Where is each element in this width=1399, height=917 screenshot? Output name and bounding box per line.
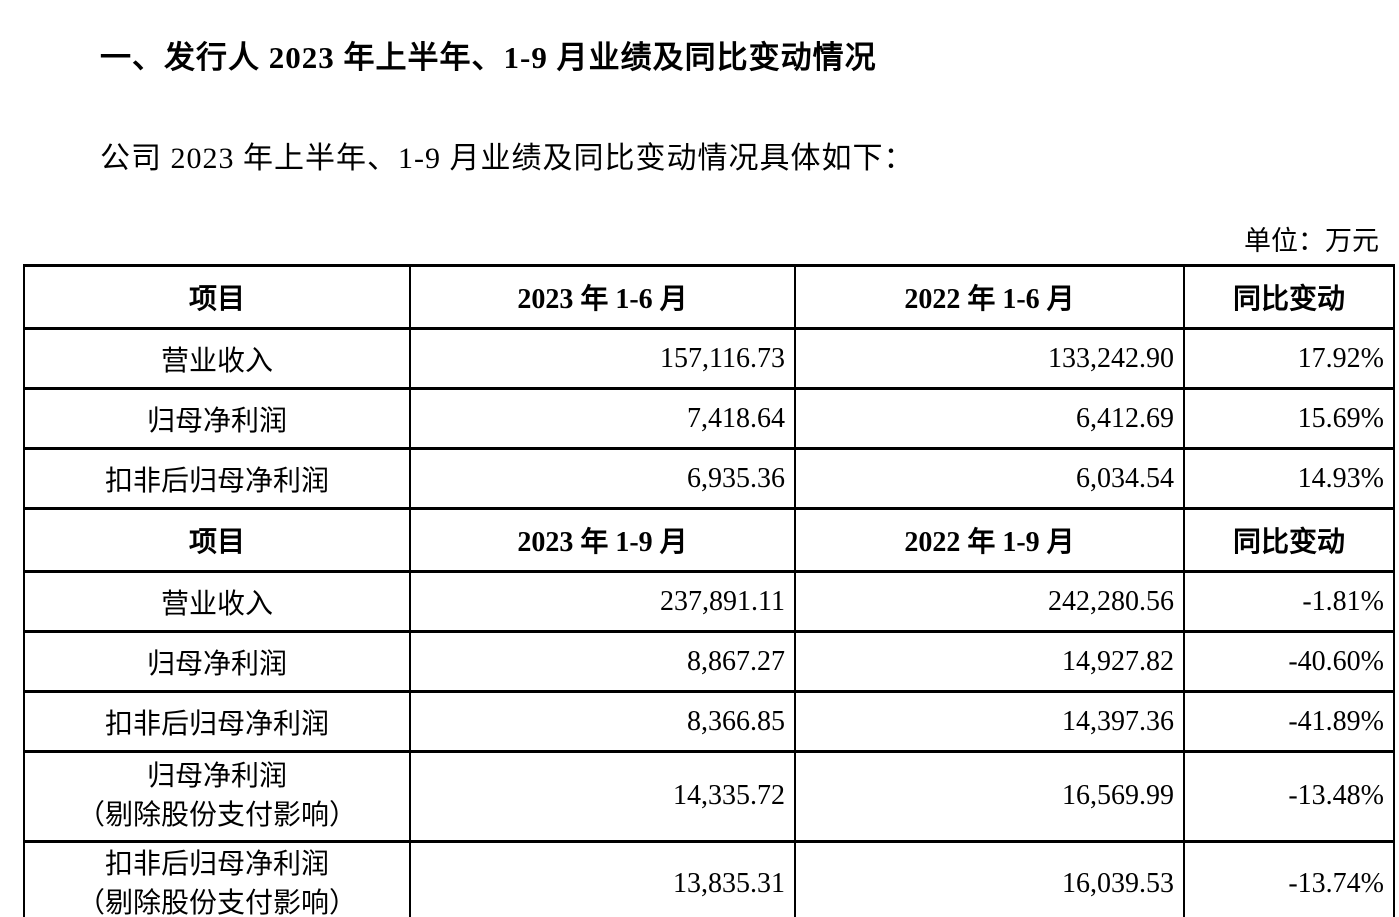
header-2022: 2022 年 1-6 月 (794, 264, 1185, 330)
table-header-row-h1: 项目 2023 年 1-6 月 2022 年 1-6 月 同比变动 (23, 264, 1395, 330)
header-item: 项目 (23, 507, 411, 573)
table-row: 营业收入 157,116.73 133,242.90 17.92% (23, 327, 1395, 390)
row-label-line2: （剔除股份支付影响） (76, 799, 357, 831)
value-prior: 14,397.36 (794, 690, 1185, 753)
value-change: 14.93% (1183, 447, 1395, 510)
value-prior: 16,039.53 (794, 840, 1185, 917)
value-prior: 6,412.69 (794, 387, 1185, 450)
header-2022: 2022 年 1-9 月 (794, 507, 1185, 573)
value-change: -41.89% (1183, 690, 1395, 753)
value-current: 14,335.72 (409, 750, 796, 843)
value-prior: 242,280.56 (794, 570, 1185, 633)
table-row: 扣非后归母净利润 （剔除股份支付影响） 13,835.31 16,039.53 … (23, 840, 1395, 917)
table-row: 扣非后归母净利润 8,366.85 14,397.36 -41.89% (23, 690, 1395, 753)
value-current: 157,116.73 (409, 327, 796, 390)
table-row: 扣非后归母净利润 6,935.36 6,034.54 14.93% (23, 447, 1395, 510)
value-current: 237,891.11 (409, 570, 796, 633)
value-prior: 16,569.99 (794, 750, 1185, 843)
page-title: 一、发行人 2023 年上半年、1-9 月业绩及同比变动情况 (100, 40, 877, 75)
table-row: 归母净利润 8,867.27 14,927.82 -40.60% (23, 630, 1395, 693)
table-row: 营业收入 237,891.11 242,280.56 -1.81% (23, 570, 1395, 633)
table-row: 归母净利润 7,418.64 6,412.69 15.69% (23, 387, 1395, 450)
row-label: 营业收入 (23, 327, 411, 390)
header-2023: 2023 年 1-6 月 (409, 264, 796, 330)
header-change: 同比变动 (1183, 507, 1395, 573)
value-change: -40.60% (1183, 630, 1395, 693)
value-prior: 6,034.54 (794, 447, 1185, 510)
header-2023: 2023 年 1-9 月 (409, 507, 796, 573)
value-change: 17.92% (1183, 327, 1395, 390)
value-prior: 133,242.90 (794, 327, 1185, 390)
value-current: 8,366.85 (409, 690, 796, 753)
row-label: 扣非后归母净利润 (23, 690, 411, 753)
row-label: 归母净利润 (23, 387, 411, 450)
row-label: 扣非后归母净利润 （剔除股份支付影响） (23, 840, 411, 917)
unit-label: 单位：万元 (1244, 226, 1379, 256)
page-subtitle: 公司 2023 年上半年、1-9 月业绩及同比变动情况具体如下： (100, 142, 915, 175)
performance-table: 项目 2023 年 1-6 月 2022 年 1-6 月 同比变动 营业收入 1… (23, 264, 1395, 917)
row-label: 营业收入 (23, 570, 411, 633)
value-current: 13,835.31 (409, 840, 796, 917)
value-change: 15.69% (1183, 387, 1395, 450)
table-row: 归母净利润 （剔除股份支付影响） 14,335.72 16,569.99 -13… (23, 750, 1395, 843)
row-label-line1: 扣非后归母净利润 (104, 848, 329, 880)
row-label: 扣非后归母净利润 (23, 447, 411, 510)
row-label: 归母净利润 (23, 630, 411, 693)
table-container: 单位：万元 项目 2023 年 1-6 月 2022 年 1-6 月 同比变动 … (23, 219, 1395, 917)
value-current: 8,867.27 (409, 630, 796, 693)
value-current: 7,418.64 (409, 387, 796, 450)
table-header-row-h2: 项目 2023 年 1-9 月 2022 年 1-9 月 同比变动 (23, 507, 1395, 573)
value-change: -1.81% (1183, 570, 1395, 633)
header-item: 项目 (23, 264, 411, 330)
value-prior: 14,927.82 (794, 630, 1185, 693)
value-change: -13.74% (1183, 840, 1395, 917)
row-label: 归母净利润 （剔除股份支付影响） (23, 750, 411, 843)
row-label-line2: （剔除股份支付影响） (76, 887, 357, 917)
value-current: 6,935.36 (409, 447, 796, 510)
row-label-line1: 归母净利润 (146, 760, 287, 792)
value-change: -13.48% (1183, 750, 1395, 843)
header-change: 同比变动 (1183, 264, 1395, 330)
